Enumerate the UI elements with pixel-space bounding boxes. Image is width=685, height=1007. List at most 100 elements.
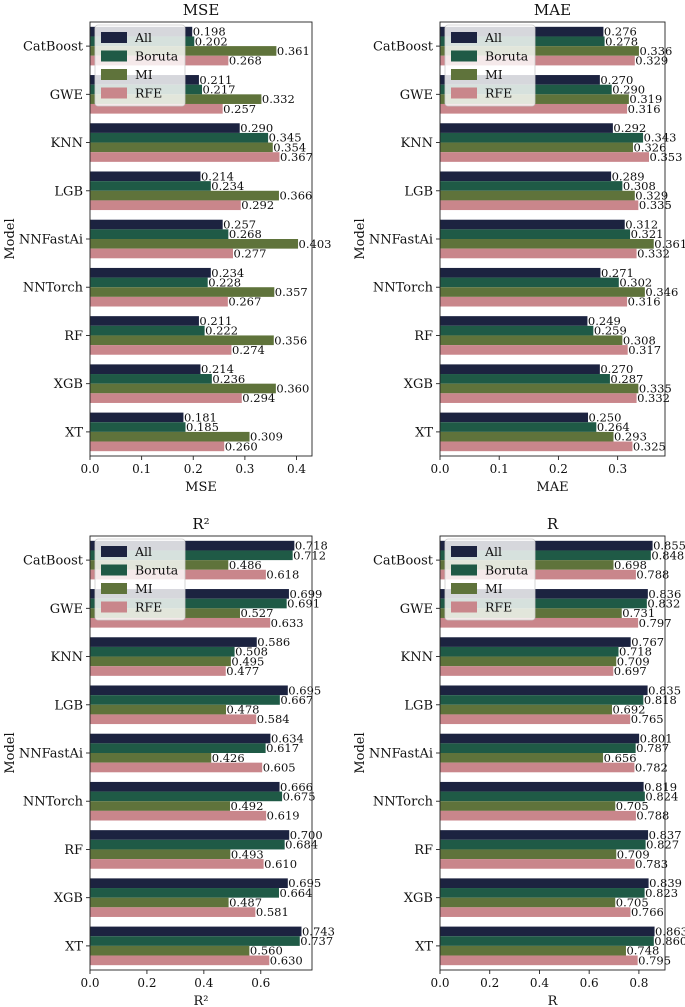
- legend: All Boruta MI RFE: [444, 24, 536, 107]
- bar-mi-lgb: [440, 704, 613, 715]
- x-axis-label: R²: [194, 994, 209, 1007]
- data-label: 0.783: [635, 857, 668, 871]
- legend-swatch-all: [101, 32, 127, 43]
- data-label: 0.356: [274, 333, 307, 347]
- data-label: 0.353: [650, 150, 683, 164]
- y-tick-label: KNN: [51, 136, 83, 151]
- bar-all-knn: [90, 123, 240, 133]
- bar-rfe-nnfastai: [90, 762, 263, 773]
- chart-title: MAE: [534, 1, 571, 19]
- bar-rfe-nnfastai: [440, 248, 637, 259]
- bar-boruta-nntorch: [90, 791, 283, 802]
- data-label: 0.345: [269, 131, 302, 145]
- bar-rfe-nnfastai: [440, 762, 635, 773]
- bar-mi-xt: [90, 431, 250, 442]
- data-label: 0.317: [628, 343, 661, 357]
- data-label: 0.718: [619, 645, 652, 659]
- bar-all-rf: [90, 316, 199, 326]
- bar-rfe-rf: [440, 859, 635, 869]
- bar-mi-knn: [440, 142, 634, 153]
- bar-mi-knn: [90, 142, 273, 153]
- bar-mi-lgb: [90, 190, 279, 201]
- x-tick-label: 0.2: [137, 976, 156, 990]
- data-label: 0.827: [646, 838, 679, 852]
- x-axis-label: R: [548, 994, 559, 1007]
- bar-boruta-knn: [90, 132, 269, 143]
- data-label: 0.250: [589, 410, 622, 424]
- data-label: 0.487: [229, 895, 262, 909]
- legend-swatch-all: [101, 546, 127, 557]
- bar-boruta-nntorch: [440, 791, 645, 802]
- bar-rfe-knn: [440, 152, 650, 162]
- y-tick-label: NNTorch: [23, 795, 84, 810]
- chart-panel-1: 0.198 0.211 0.290 0.214 0.257 0.234 0.211 0.214…: [3, 1, 331, 495]
- data-label: 0.326: [634, 140, 667, 154]
- data-label: 0.278: [605, 34, 638, 48]
- data-label: 0.217: [203, 83, 236, 97]
- bar-rfe-xt: [440, 955, 638, 966]
- legend-label-boruta: Boruta: [135, 563, 179, 578]
- data-label: 0.249: [588, 314, 621, 328]
- bar-mi-rf: [440, 849, 617, 860]
- bar-all-nntorch: [440, 781, 644, 792]
- data-label: 0.426: [212, 751, 245, 765]
- data-label: 0.718: [295, 539, 328, 553]
- data-label: 0.695: [288, 683, 321, 697]
- data-label: 0.788: [636, 809, 669, 823]
- data-label: 0.801: [640, 732, 673, 746]
- bar-rfe-rf: [440, 345, 628, 355]
- x-tick-label: 0.0: [430, 462, 449, 476]
- data-label: 0.202: [195, 34, 228, 48]
- y-tick-label: LGB: [54, 184, 83, 199]
- data-label: 0.486: [229, 558, 262, 572]
- bar-rfe-nntorch: [90, 810, 267, 821]
- bar-mi-nntorch: [440, 287, 645, 297]
- data-label: 0.234: [211, 179, 244, 193]
- data-label: 0.185: [186, 420, 219, 434]
- y-tick-label: GWE: [50, 602, 83, 617]
- data-label: 0.712: [293, 548, 326, 562]
- data-label: 0.361: [277, 44, 310, 58]
- data-label: 0.782: [635, 760, 668, 774]
- bar-boruta-lgb: [90, 181, 211, 191]
- chart-title: MSE: [183, 1, 220, 19]
- bar-all-knn: [90, 637, 257, 647]
- legend-swatch-all: [451, 546, 477, 557]
- data-label: 0.234: [211, 266, 244, 280]
- bar-all-xgb: [90, 878, 288, 889]
- data-label: 0.293: [614, 430, 647, 444]
- y-tick-label: XGB: [404, 377, 433, 392]
- data-label: 0.832: [647, 597, 680, 611]
- bar-mi-xgb: [440, 383, 639, 394]
- legend-swatch-boruta: [451, 564, 477, 576]
- bar-rfe-knn: [440, 666, 614, 676]
- data-label: 0.633: [271, 616, 304, 630]
- legend-label-all: All: [484, 30, 502, 45]
- data-label: 0.478: [227, 703, 260, 717]
- legend-label-boruta: Boruta: [485, 563, 529, 578]
- legend-label-all: All: [484, 544, 502, 559]
- bar-mi-xgb: [440, 897, 616, 908]
- bar-rfe-nnfastai: [90, 248, 234, 259]
- x-axis-label: MSE: [185, 480, 217, 495]
- bar-boruta-knn: [440, 646, 619, 657]
- data-label: 0.332: [637, 246, 670, 260]
- bar-rfe-xt: [90, 441, 225, 452]
- legend-box: [444, 538, 536, 621]
- bar-mi-nnfastai: [440, 753, 604, 763]
- bar-boruta-nntorch: [440, 277, 619, 288]
- bar-all-nntorch: [440, 267, 601, 278]
- x-tick-label: 0.2: [480, 976, 499, 990]
- data-label: 0.700: [290, 828, 323, 842]
- bar-boruta-nnfastai: [90, 229, 229, 239]
- data-label: 0.634: [271, 732, 304, 746]
- legend-label-rfe: RFE: [485, 600, 512, 615]
- legend: All Boruta MI RFE: [444, 538, 536, 621]
- data-label: 0.823: [645, 886, 678, 900]
- data-label: 0.705: [616, 799, 649, 813]
- y-tick-label: CatBoost: [23, 40, 84, 55]
- data-label: 0.709: [617, 847, 650, 861]
- bar-boruta-gwe: [90, 598, 287, 609]
- chart-panel-3: 0.718 0.699 0.586 0.695 0.634 0.666 0.700 0.695…: [3, 515, 335, 1007]
- y-tick-label: GWE: [50, 88, 83, 103]
